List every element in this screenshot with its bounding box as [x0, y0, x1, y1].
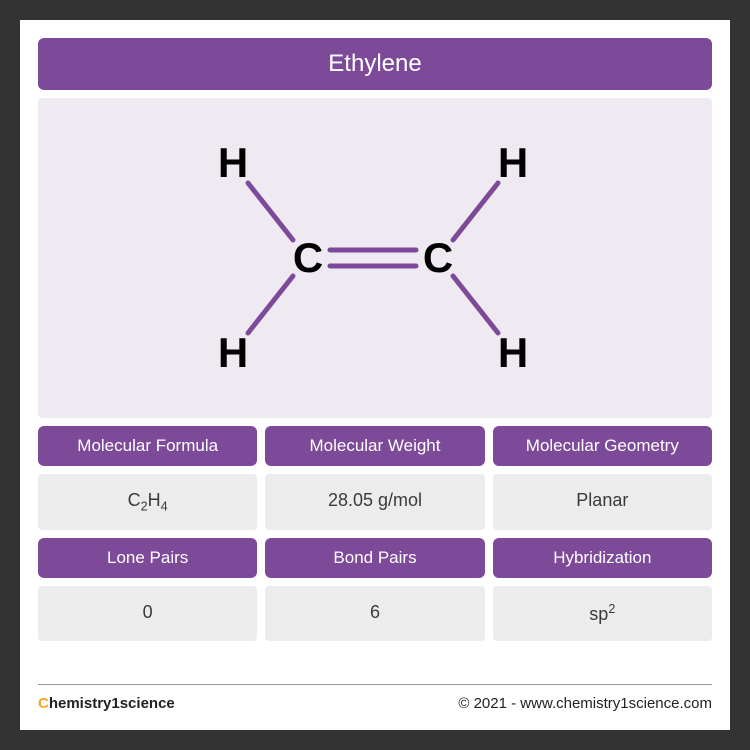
brand-rest: hemistry1science [49, 695, 175, 712]
properties-grid: Molecular FormulaMolecular WeightMolecul… [38, 426, 712, 641]
property-header: Molecular Weight [265, 426, 484, 466]
property-value: 6 [265, 586, 484, 641]
property-value: Planar [493, 474, 712, 530]
property-value: C2H4 [38, 474, 257, 530]
brand-logo: Chemistry1science [38, 695, 175, 712]
title-bar: Ethylene [38, 38, 712, 90]
copyright-text: © 2021 - www.chemistry1science.com [458, 695, 712, 712]
brand-first-letter: C [38, 695, 49, 712]
property-header: Lone Pairs [38, 538, 257, 578]
structure-panel: CCHHHH [38, 98, 712, 418]
atom-h: H [218, 329, 248, 377]
property-header: Molecular Geometry [493, 426, 712, 466]
atom-layer: CCHHHH [38, 98, 708, 418]
property-value: 28.05 g/mol [265, 474, 484, 530]
atom-c: C [293, 234, 323, 282]
property-header: Molecular Formula [38, 426, 257, 466]
atom-h: H [498, 329, 528, 377]
property-header: Hybridization [493, 538, 712, 578]
atom-h: H [218, 139, 248, 187]
infographic-card: Ethylene CCHHHH Molecular FormulaMolecul… [20, 20, 730, 730]
atom-c: C [423, 234, 453, 282]
compound-title: Ethylene [328, 50, 421, 77]
footer: Chemistry1science © 2021 - www.chemistry… [38, 684, 712, 712]
atom-h: H [498, 139, 528, 187]
property-value: 0 [38, 586, 257, 641]
property-header: Bond Pairs [265, 538, 484, 578]
property-value: sp2 [493, 586, 712, 641]
